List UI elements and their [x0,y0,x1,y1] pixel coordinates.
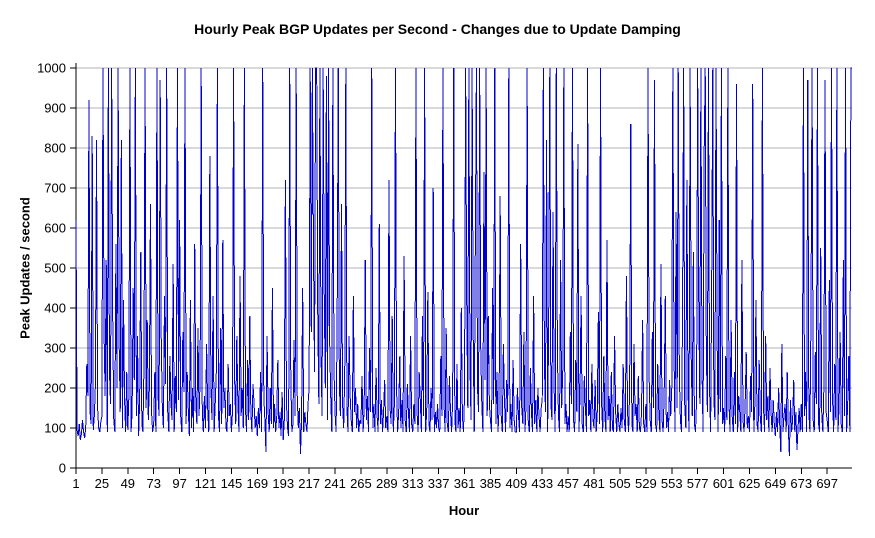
series-line [75,67,852,457]
x-tick-label: 433 [531,476,553,491]
chart-title: Hourly Peak BGP Updates per Second - Cha… [194,21,681,37]
y-tick-label: 500 [44,261,66,276]
x-tick-label: 1 [72,476,79,491]
y-tick-label: 100 [44,421,66,436]
x-tick-label: 649 [765,476,787,491]
y-tick-label: 600 [44,221,66,236]
x-axis-title: Hour [448,503,480,518]
x-tick-label: 25 [95,476,109,491]
y-tick-label: 900 [44,101,66,116]
x-tick-label: 193 [272,476,294,491]
x-tick-label: 505 [609,476,631,491]
y-tick-label: 0 [59,461,66,476]
y-tick-label: 300 [44,341,66,356]
x-tick-label: 49 [121,476,135,491]
x-tick-label: 265 [350,476,372,491]
x-tick-label: 385 [480,476,502,491]
y-tick-label: 1000 [37,61,66,76]
x-tick-label: 289 [376,476,398,491]
y-tick-label: 700 [44,181,66,196]
x-tick-label: 601 [713,476,735,491]
x-tick-label: 313 [402,476,424,491]
x-tick-label: 409 [505,476,527,491]
x-tick-label: 625 [739,476,761,491]
x-tick-label: 457 [557,476,579,491]
x-tick-label: 697 [816,476,838,491]
y-tick-label: 400 [44,301,66,316]
x-tick-label: 553 [661,476,683,491]
x-tick-label: 529 [635,476,657,491]
x-tick-label: 97 [172,476,186,491]
x-tick-label: 217 [298,476,320,491]
x-tick-label: 169 [246,476,268,491]
x-tick-label: 481 [583,476,605,491]
y-tick-label: 800 [44,141,66,156]
x-tick-label: 121 [195,476,217,491]
x-tick-label: 361 [454,476,476,491]
x-tick-label: 337 [428,476,450,491]
x-tick-label: 73 [146,476,160,491]
x-tick-label: 145 [221,476,243,491]
x-tick-label: 673 [790,476,812,491]
y-tick-label: 200 [44,381,66,396]
x-tick-label: 241 [324,476,346,491]
x-tick-label: 577 [687,476,709,491]
